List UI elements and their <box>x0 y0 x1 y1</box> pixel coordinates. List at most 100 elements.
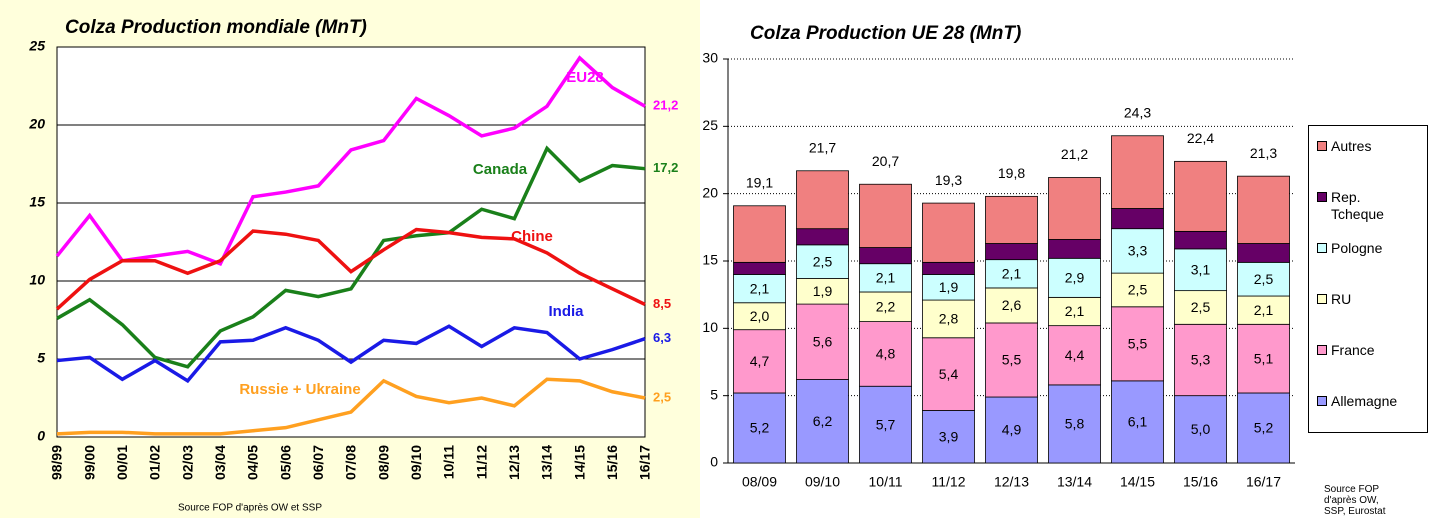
y-tick-label: 5 <box>37 350 45 366</box>
bar-segment <box>796 228 849 246</box>
legend-item: Rep. Tcheque <box>1317 189 1417 223</box>
value-label: 3,1 <box>1191 261 1211 277</box>
legend-swatch <box>1317 192 1327 202</box>
legend-text: Pologne <box>1331 240 1383 256</box>
bar-segment <box>1111 208 1164 230</box>
series-label: EU28 <box>566 69 604 86</box>
bar-segment <box>985 322 1038 398</box>
value-label: 5,3 <box>1191 352 1211 368</box>
value-label: 4,7 <box>750 353 770 369</box>
bar-segment <box>985 195 1038 244</box>
y-tick-label: 25 <box>28 38 45 54</box>
value-label: 5,5 <box>1002 352 1022 368</box>
bar-segment <box>985 396 1038 464</box>
value-label: 6,1 <box>1128 414 1148 430</box>
x-tick-label: 14/15 <box>571 445 587 480</box>
bar-segment <box>1048 239 1101 259</box>
value-label: 5,4 <box>939 366 959 382</box>
x-tick-label: 03/04 <box>212 445 228 480</box>
total-label: 20,7 <box>872 153 899 169</box>
total-label: 19,3 <box>935 172 962 188</box>
value-label: 2,5 <box>1254 271 1274 287</box>
legend-item: Allemagne <box>1317 393 1417 410</box>
value-label: 3,9 <box>939 428 959 444</box>
chart-title: Colza Production UE 28 (MnT) <box>750 23 1021 44</box>
x-tick-label: 15/16 <box>604 445 620 480</box>
total-label: 22,4 <box>1187 130 1214 146</box>
x-tick-label: 06/07 <box>310 445 326 480</box>
y-tick-label: 30 <box>702 50 718 66</box>
value-label: 4,9 <box>1002 422 1022 438</box>
x-tick-label: 01/02 <box>147 445 163 480</box>
x-tick-label: 05/06 <box>277 445 293 480</box>
x-tick-label: 09/10 <box>408 445 424 480</box>
plot-area <box>56 46 646 438</box>
x-tick-label: 07/08 <box>343 445 359 480</box>
series-label: India <box>548 303 584 320</box>
x-tick-label: 00/01 <box>114 445 130 480</box>
bar-segment <box>1237 392 1290 464</box>
bar-segment <box>1174 395 1227 464</box>
x-tick-label: 12/13 <box>506 445 522 480</box>
end-label: 2,5 <box>653 389 671 404</box>
value-label: 5,1 <box>1254 350 1274 366</box>
value-label: 5,2 <box>750 420 770 436</box>
legend-item: France <box>1317 342 1417 359</box>
end-label: 17,2 <box>653 160 678 175</box>
x-tick-label: 10/11 <box>869 474 903 490</box>
total-label: 21,2 <box>1061 146 1088 162</box>
legend-swatch <box>1317 141 1327 151</box>
x-tick-label: 13/14 <box>539 445 555 480</box>
x-tick-label: 08/09 <box>375 445 391 480</box>
series-label: Canada <box>473 161 528 178</box>
value-label: 5,5 <box>1128 336 1148 352</box>
legend-text: France <box>1331 342 1375 358</box>
bar-segment <box>796 170 849 230</box>
value-label: 5,0 <box>1191 421 1211 437</box>
value-label: 3,3 <box>1128 243 1148 259</box>
x-tick-label: 10/11 <box>441 445 457 479</box>
legend-swatch <box>1317 396 1327 406</box>
value-label: 2,1 <box>1065 303 1085 319</box>
legend-text: Rep. Tcheque <box>1331 189 1384 222</box>
bar-segment <box>796 379 849 464</box>
value-label: 2,9 <box>1065 270 1085 286</box>
bar-segment <box>1048 384 1101 464</box>
bar-segment <box>733 261 786 275</box>
value-label: 5,6 <box>813 334 833 350</box>
bar-segment <box>1174 323 1227 397</box>
value-label: 2,5 <box>813 253 833 269</box>
bar-segment <box>1174 290 1227 325</box>
x-tick-label: 14/15 <box>1120 474 1155 490</box>
bar-segment <box>1237 243 1290 263</box>
bar-segment <box>733 329 786 394</box>
bar-segment <box>985 243 1038 261</box>
value-label: 2,5 <box>1191 299 1211 315</box>
bar-segment <box>1174 160 1227 232</box>
line <box>56 145 646 369</box>
legend-text: RU <box>1331 291 1352 307</box>
legend-swatch <box>1317 243 1327 253</box>
value-label: 2,6 <box>1002 297 1022 313</box>
value-label: 2,2 <box>876 298 896 314</box>
y-tick-label: 10 <box>29 272 45 288</box>
x-tick-label: 04/05 <box>245 445 261 480</box>
x-tick-label: 98/99 <box>49 445 65 480</box>
y-tick-label: 20 <box>28 116 45 132</box>
bar-segment <box>1111 380 1164 464</box>
series-label: Chine <box>511 228 553 245</box>
bar-segment <box>1048 296 1101 327</box>
bar-segment <box>922 202 975 263</box>
bar-segment <box>1048 257 1101 298</box>
bar-segment <box>796 244 849 279</box>
value-label: 2,1 <box>1002 265 1022 281</box>
x-tick-label: 16/17 <box>1246 474 1281 490</box>
bar-segment <box>1237 295 1290 325</box>
value-label: 6,2 <box>813 413 833 429</box>
bar-segment <box>1111 228 1164 274</box>
bar-segment <box>1174 230 1227 250</box>
y-tick-label: 0 <box>37 428 45 444</box>
bar-segment <box>859 247 912 265</box>
x-tick-label: 12/13 <box>994 474 1029 490</box>
